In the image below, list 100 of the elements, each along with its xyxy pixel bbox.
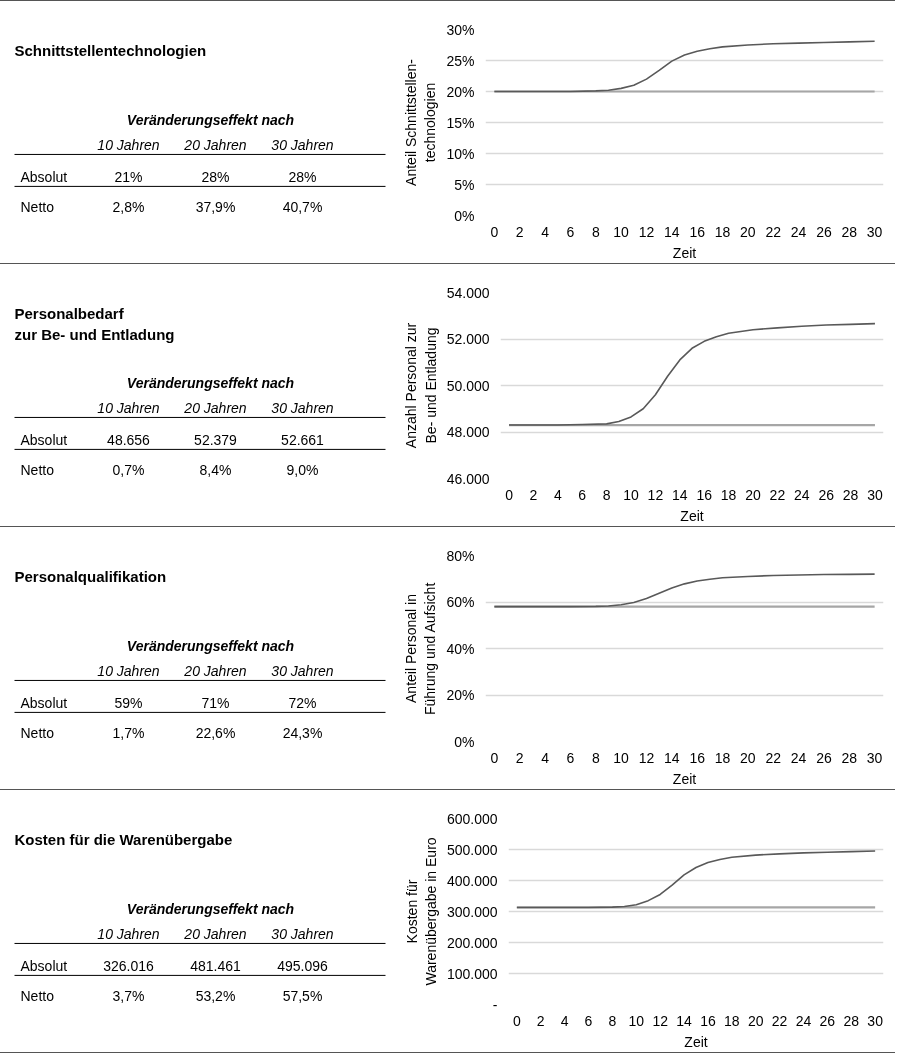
x-axis-title: Zeit [672,244,697,261]
text: 30 Jahren [271,137,334,154]
x-tick-label: 6 [584,1012,593,1029]
text: 495.096 [277,958,329,975]
x-tick-label: 28 [843,1012,860,1029]
y-axis-title: Anteil Personal in Führung und Aufsicht [403,582,439,716]
text: 40,7% [282,198,323,215]
text: Netto [20,987,55,1004]
y-tick-label: 500.000 [446,841,498,858]
y-axis-title: Anteil Schnittstellen- technologien [403,58,439,186]
x-tick-label: 28 [841,749,858,766]
x-tick-label: 24 [790,749,807,766]
x-tick-label: 12 [652,1012,669,1029]
y-tick-label: - [492,996,498,1013]
line-series [516,850,876,909]
x-tick-label: 24 [790,223,807,240]
text: 326.016 [103,958,155,975]
x-tick-label: 12 [647,486,664,503]
text: Personalqualifikation [14,568,167,586]
y-tick-label: 54.000 [446,284,490,301]
x-axis-title: Zeit [672,770,697,787]
x-axis-title: Zeit [684,1033,708,1050]
x-tick-label: 26 [816,223,832,240]
x-tick-label: 28 [841,223,858,240]
text: Absolut [20,958,68,975]
y-axis-title: Anzahl Personal zur Be- und Entladung [403,322,439,449]
text: 28% [288,169,317,186]
text: 10 Jahren [97,663,160,680]
text: Veränderungseffekt nach [126,901,295,918]
text: 20 Jahren [183,400,247,417]
x-tick-label: 28 [842,486,859,503]
y-tick-label: 0% [454,733,475,750]
text: 30 Jahren [271,663,334,680]
x-tick-label: 20 [745,486,761,503]
x-tick-label: 16 [696,486,713,503]
text: 481.461 [190,958,242,975]
text: 21% [114,169,143,186]
y-tick-label: 25% [446,52,475,69]
x-tick-label: 8 [608,1012,617,1029]
x-axis-title: Zeit [680,507,704,524]
line-series [493,573,876,608]
x-tick-label: 2 [515,749,524,766]
text: 20 Jahren [183,926,247,943]
text: 10 Jahren [97,400,160,417]
x-tick-label: 20 [740,749,756,766]
text: 8,4% [199,461,232,478]
x-tick-label: 6 [578,486,587,503]
x-tick-label: 8 [591,749,600,766]
y-tick-label: 48.000 [446,424,490,440]
text: 48.656 [107,432,151,449]
text: Absolut [20,432,68,449]
x-tick-label: 16 [689,223,706,240]
x-tick-label: 30 [866,749,883,766]
text: 2,8% [112,198,145,215]
text: Absolut [20,695,68,712]
x-tick-label: 22 [769,486,786,503]
text: 52.661 [281,432,325,449]
text: Netto [20,724,55,741]
y-tick-label: 400.000 [446,872,498,889]
x-tick-label: 0 [512,1012,521,1029]
text: 30 Jahren [271,400,334,417]
x-tick-label: 4 [541,223,550,240]
x-tick-label: 30 [867,486,883,503]
text: Schnittstellentechnologien [14,42,207,60]
text: 71% [201,695,230,712]
x-tick-label: 26 [818,486,835,503]
x-tick-label: 4 [560,1012,569,1029]
y-tick-label: 10% [446,145,475,162]
text: 53,2% [195,987,236,1004]
text: 22,6% [195,724,236,741]
x-tick-label: 14 [672,486,688,503]
x-tick-label: 24 [793,486,810,503]
line-series [493,40,876,93]
x-tick-label: 14 [676,1012,693,1029]
x-tick-label: 18 [720,486,737,503]
y-tick-label: 50.000 [446,377,490,394]
text: 10 Jahren [97,137,160,154]
y-tick-label: 600.000 [446,810,498,827]
x-tick-label: 16 [700,1012,716,1029]
x-tick-label: 0 [490,223,499,240]
text: Netto [20,461,55,478]
text: 57,5% [282,987,323,1004]
y-tick-label: 0% [454,207,475,224]
x-tick-label: 16 [689,749,706,766]
x-tick-label: 20 [747,1012,764,1029]
text: 20 Jahren [183,663,247,680]
x-tick-label: 12 [638,749,655,766]
x-tick-label: 18 [714,749,731,766]
x-tick-label: 14 [664,223,680,240]
x-tick-label: 18 [724,1012,740,1029]
y-tick-label: 60% [446,594,475,610]
text: 20 Jahren [183,137,247,154]
x-tick-label: 6 [566,223,575,240]
y-axis-title: Kosten für Warenübergabe in Euro [403,837,439,986]
x-tick-label: 8 [602,486,611,503]
text: Absolut [20,169,68,186]
y-tick-label: 200.000 [446,934,498,951]
text: 59% [114,695,143,712]
y-tick-label: 300.000 [446,903,498,920]
text: 37,9% [195,198,236,215]
